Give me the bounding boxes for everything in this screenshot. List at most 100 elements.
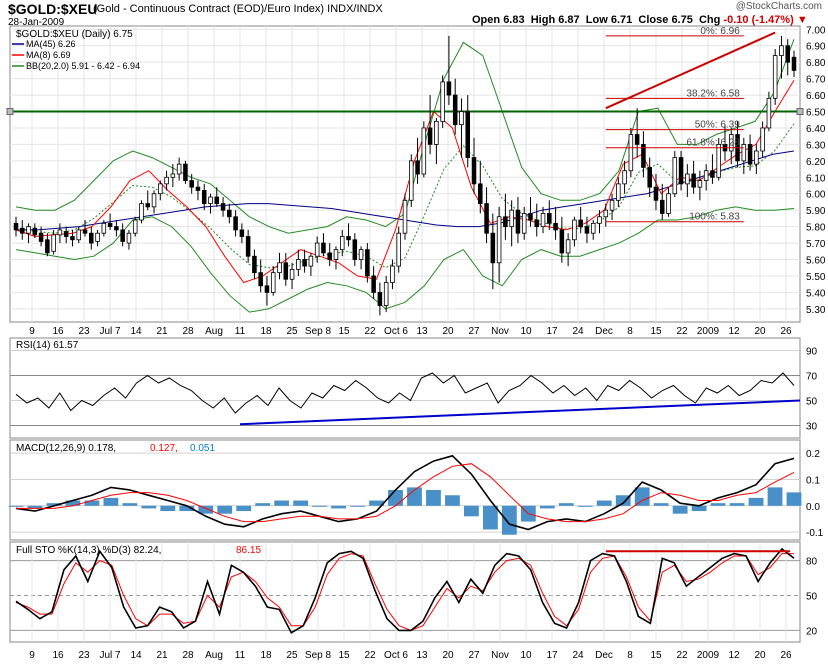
candle-body-48 bbox=[314, 242, 320, 257]
candle-body-29 bbox=[195, 186, 201, 191]
candle-body-91 bbox=[584, 226, 590, 234]
candle-body-124 bbox=[791, 56, 797, 71]
down-arrow-icon: ▼ bbox=[796, 14, 808, 26]
candle-body-20 bbox=[139, 203, 144, 221]
macd-hist-bar-0 bbox=[8, 505, 24, 507]
candle-body-96 bbox=[616, 183, 621, 201]
candle-body-79 bbox=[509, 209, 514, 228]
macd-hist-bar-3 bbox=[65, 500, 81, 506]
bottom-xtick-7: Aug bbox=[205, 650, 223, 661]
price-xtick-26: 2009 bbox=[697, 326, 720, 337]
bottom-xtick-13: 22 bbox=[364, 650, 376, 661]
candle-body-101 bbox=[647, 167, 652, 188]
macd-hist-bar-21 bbox=[407, 487, 422, 506]
macd-hist-bar-36 bbox=[691, 505, 707, 512]
candle-body-102 bbox=[653, 186, 659, 201]
chart-header: $GOLD:$XEU (Gold - Continuous Contract (… bbox=[0, 0, 828, 30]
candle-body-76 bbox=[490, 232, 496, 264]
candle-body-15 bbox=[107, 222, 113, 228]
macd-ytick-1: 0.0 bbox=[806, 502, 820, 513]
price-ytick-1: 5.40 bbox=[806, 288, 826, 299]
sto-d-line bbox=[15, 553, 794, 631]
candle-body-33 bbox=[220, 203, 226, 211]
candle-body-121 bbox=[772, 55, 778, 99]
candle-body-70 bbox=[452, 94, 458, 126]
bottom-xtick-0: 9 bbox=[29, 650, 35, 661]
macd-hist-bar-15 bbox=[293, 500, 309, 506]
bottom-xtick-4: 14 bbox=[130, 650, 142, 661]
candle-body-44 bbox=[289, 268, 295, 280]
candle-body-4 bbox=[38, 232, 44, 242]
macd-hist-bar-28 bbox=[539, 505, 555, 509]
candle-body-17 bbox=[120, 229, 125, 242]
candle-body-104 bbox=[666, 193, 671, 214]
bottom-xtick-23: 8 bbox=[627, 650, 633, 661]
open-label: Open bbox=[472, 14, 501, 26]
candle-body-61 bbox=[396, 232, 401, 267]
candle-body-82 bbox=[528, 213, 533, 221]
candle-body-100 bbox=[641, 143, 646, 168]
price-xtick-11: Sep 8 bbox=[305, 326, 332, 337]
macd-hist-bar-7 bbox=[141, 505, 157, 509]
macd-hist-bar-10 bbox=[198, 505, 214, 514]
macd-legend-hist: 0.051 bbox=[190, 443, 215, 454]
macd-hist-bar-4 bbox=[84, 500, 100, 506]
candle-body-53 bbox=[346, 236, 351, 241]
candle-body-47 bbox=[308, 255, 314, 267]
fib-label-3: 61.8%: 6.28 bbox=[686, 138, 740, 149]
macd-line bbox=[15, 454, 795, 531]
candle-body-83 bbox=[534, 219, 540, 228]
macd-hist-bar-14 bbox=[274, 500, 290, 506]
candle-body-107 bbox=[685, 173, 690, 185]
fib-label-0: 0%: 6.96 bbox=[700, 26, 740, 37]
chg-label: Chg bbox=[698, 14, 721, 26]
rsi-ytick-0: 30 bbox=[806, 422, 818, 433]
candle-body-84 bbox=[540, 213, 546, 228]
macd-hist-bar-6 bbox=[122, 503, 138, 506]
sto-ytick-0: 20 bbox=[806, 626, 818, 637]
candle-body-30 bbox=[201, 190, 207, 204]
bottom-xtick-1: 16 bbox=[52, 650, 64, 661]
macd-hist-bar-33 bbox=[634, 487, 650, 506]
candle-body-39 bbox=[258, 272, 263, 287]
candle-body-8 bbox=[63, 231, 69, 237]
price-xtick-4: 14 bbox=[130, 326, 142, 337]
price-xtick-22: Dec bbox=[595, 326, 613, 337]
candle-body-85 bbox=[547, 213, 552, 224]
price-xtick-14: Oct 6 bbox=[384, 326, 408, 337]
low-value: 6.71 bbox=[610, 14, 633, 26]
candle-body-110 bbox=[703, 170, 709, 181]
symbol-description: (Gold - Continuous Contract (EOD)/Euro I… bbox=[93, 3, 383, 15]
macd-hist-bar-35 bbox=[672, 505, 688, 514]
bottom-xtick-2: 23 bbox=[78, 650, 90, 661]
price-ytick-17: 7.00 bbox=[806, 25, 826, 36]
bottom-xtick-5: 21 bbox=[156, 650, 168, 661]
candle-body-112 bbox=[716, 143, 721, 178]
macd-ytick-2: 0.1 bbox=[806, 475, 820, 486]
price-xtick-28: 20 bbox=[754, 326, 766, 337]
macd-hist-bar-12 bbox=[236, 505, 252, 512]
candle-body-7 bbox=[57, 229, 63, 236]
chg-value: -0.10 (-1.47%) bbox=[723, 14, 794, 26]
candle-body-119 bbox=[760, 127, 765, 152]
candle-body-51 bbox=[333, 249, 339, 260]
quote-summary: Open 6.83 High 6.87 Low 6.71 Close 6.75 … bbox=[472, 14, 808, 26]
macd-hist-bar-13 bbox=[255, 503, 271, 506]
candle-body-81 bbox=[521, 213, 527, 234]
price-xtick-23: 8 bbox=[627, 326, 633, 337]
bottom-xtick-11: Sep 8 bbox=[305, 650, 332, 661]
candle-body-109 bbox=[697, 180, 703, 188]
price-xtick-19: 10 bbox=[520, 326, 532, 337]
candle-body-108 bbox=[691, 173, 696, 188]
rsi-line bbox=[15, 372, 795, 414]
candle-body-43 bbox=[283, 262, 289, 280]
bottom-xtick-10: 25 bbox=[286, 650, 298, 661]
candle-body-98 bbox=[628, 134, 634, 172]
candle-body-58 bbox=[377, 291, 383, 306]
sto-panel bbox=[9, 541, 801, 643]
candle-body-3 bbox=[32, 227, 38, 236]
chart-date: 28-Jan-2009 bbox=[8, 17, 65, 28]
candle-body-123 bbox=[785, 45, 790, 63]
candle-body-50 bbox=[327, 252, 332, 260]
price-ytick-13: 6.60 bbox=[806, 91, 826, 102]
